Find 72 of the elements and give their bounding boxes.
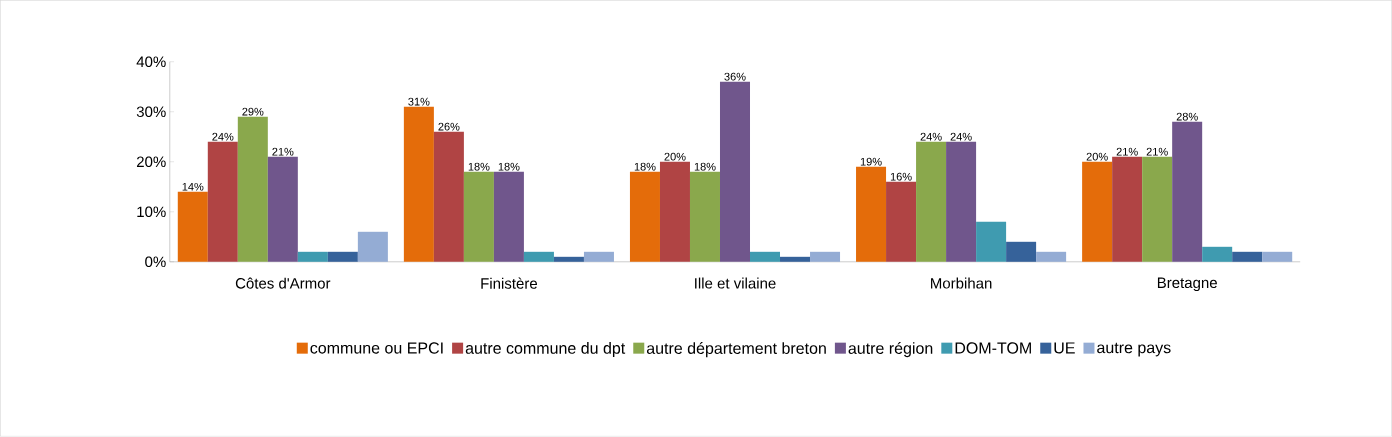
- data-label: 20%: [1086, 152, 1108, 161]
- data-label: 21%: [1146, 148, 1168, 156]
- data-label: 21%: [1116, 148, 1138, 156]
- bar: [886, 181, 917, 263]
- bar: [493, 171, 524, 263]
- bar: [659, 161, 690, 263]
- bar: [780, 257, 811, 263]
- bar: [916, 141, 947, 263]
- data-label: 19%: [860, 157, 882, 166]
- data-label: 16%: [890, 172, 912, 181]
- x-tick-label: Ille et vilaine: [695, 277, 776, 289]
- bar: [689, 171, 720, 263]
- data-label: 24%: [950, 133, 972, 141]
- bar: [810, 252, 841, 263]
- legend-label: autre région: [848, 342, 933, 358]
- data-label: 31%: [408, 97, 430, 106]
- data-label: 18%: [634, 162, 656, 171]
- bar: [1112, 156, 1143, 263]
- bar: [177, 191, 208, 263]
- bar: [523, 252, 554, 263]
- bar: [1036, 252, 1067, 263]
- data-label: 28%: [1176, 112, 1198, 121]
- bar: [1232, 252, 1263, 263]
- data-label: 26%: [438, 122, 460, 131]
- y-tick-label: 30%: [136, 106, 166, 118]
- bar: [1172, 121, 1203, 263]
- data-label: 21%: [272, 148, 294, 156]
- bar: [267, 156, 298, 263]
- data-label: 29%: [242, 107, 264, 116]
- bar: [1006, 242, 1037, 263]
- bar: [1202, 247, 1233, 263]
- bar: [1262, 252, 1293, 263]
- x-tick-label: Côtes d'Armor: [235, 277, 331, 289]
- data-label: 24%: [212, 133, 234, 141]
- x-tick-label: Bretagne: [1157, 277, 1217, 292]
- bar: [237, 116, 268, 263]
- y-tick-label: 0%: [145, 256, 166, 268]
- bar: [946, 141, 977, 263]
- y-tick-label: 40%: [136, 56, 166, 68]
- bar: [719, 81, 751, 263]
- legend-label: autre département breton: [646, 342, 826, 358]
- bar: [583, 252, 614, 263]
- bar: [553, 257, 584, 263]
- bar: [750, 252, 781, 263]
- legend-label: autre pays: [1097, 342, 1171, 357]
- legend-label: autre commune du dpt: [465, 342, 626, 358]
- bar: [433, 131, 464, 263]
- data-label: 20%: [664, 152, 686, 161]
- bar: [856, 166, 887, 263]
- x-tick-label: Morbihan: [931, 277, 992, 289]
- y-tick-label: 20%: [136, 156, 166, 168]
- data-label: 18%: [468, 162, 490, 171]
- legend-label: UE: [1054, 342, 1075, 354]
- x-tick-label: Finistère: [481, 277, 538, 289]
- bar: [1142, 156, 1173, 263]
- bar: [207, 141, 238, 263]
- legend-label: DOM-TOM: [955, 342, 1031, 354]
- data-label: 14%: [182, 183, 204, 191]
- bar: [629, 171, 660, 263]
- y-tick-label: 10%: [137, 206, 166, 218]
- bar: [327, 252, 358, 263]
- legend-label: commune ou EPCI: [310, 342, 443, 354]
- data-label: 36%: [724, 72, 746, 81]
- data-label: 18%: [694, 162, 716, 171]
- bar: [463, 171, 494, 263]
- data-label: 18%: [498, 162, 520, 171]
- bar: [357, 232, 388, 263]
- bar: [976, 221, 1007, 263]
- data-label: 24%: [920, 133, 942, 141]
- bar: [297, 252, 328, 263]
- bar: [1082, 161, 1113, 263]
- bar: [403, 106, 434, 263]
